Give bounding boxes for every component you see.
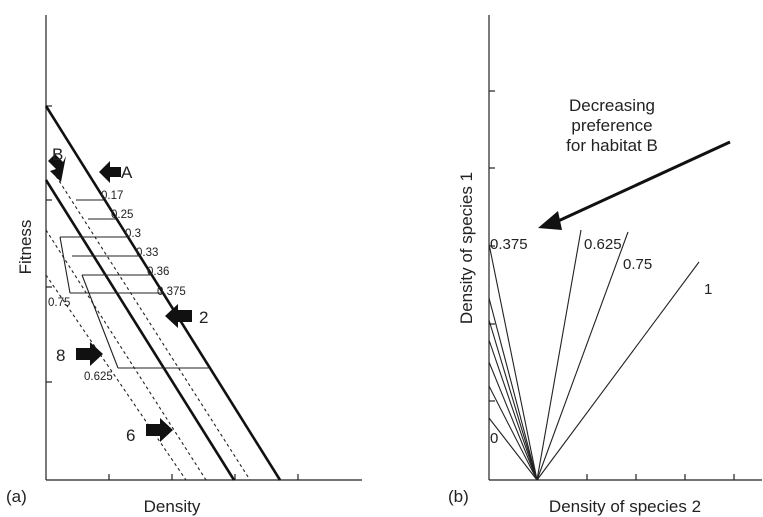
habitat-label-b: B	[52, 145, 63, 164]
habitat-b-line	[44, 179, 236, 481]
line-label: 0.75	[48, 297, 70, 309]
line-label: 0.36	[147, 266, 169, 278]
line-label: 0.25	[111, 209, 133, 221]
horizontal-segments	[60, 199, 210, 369]
arrow-label-8: 8	[56, 346, 65, 365]
panel-a-y-label: Fitness	[16, 220, 35, 275]
panel-b-x-label: Density of species 2	[549, 497, 701, 516]
line-label: 0.3	[125, 228, 141, 240]
ray-label: 0	[490, 430, 498, 447]
ray	[488, 319, 538, 481]
arrow-label-6: 6	[126, 426, 135, 445]
arrow-a	[99, 161, 121, 183]
ray	[536, 231, 629, 481]
ray	[488, 297, 538, 481]
annotation-line-2: preference	[571, 116, 652, 135]
dotted-line	[55, 175, 251, 481]
panel-a-label: (a)	[6, 487, 27, 506]
arrow-label-2: 2	[199, 308, 208, 327]
ray	[488, 417, 538, 481]
boundary-0625	[81, 274, 119, 369]
habitat-label-a: A	[121, 163, 133, 182]
ray-label: 0.625	[584, 236, 622, 253]
ray-label: 0.75	[623, 256, 652, 273]
preference-arrow-head	[538, 211, 562, 230]
dotted-line	[45, 274, 187, 481]
arrow-2	[165, 304, 192, 328]
ray	[536, 229, 582, 481]
ray-label: 0.375	[490, 236, 528, 253]
panel-b-y-label: Density of species 1	[457, 172, 476, 324]
preference-arrow-shaft	[555, 140, 731, 224]
dotted-line	[45, 229, 207, 481]
line-label: 0.33	[136, 247, 158, 259]
ray	[488, 339, 538, 481]
arrow-6	[146, 418, 173, 442]
arrow-b	[48, 154, 66, 182]
ray-label: 1	[704, 281, 712, 298]
panel-a-x-ticks	[108, 474, 299, 480]
annotation-line-3: for habitat B	[566, 136, 658, 155]
panel-a-x-label: Density	[144, 497, 201, 516]
ray	[488, 385, 538, 481]
ray	[536, 261, 700, 481]
panel-b-x-ticks	[537, 474, 735, 480]
ray	[488, 243, 538, 481]
line-label: 0.17	[101, 190, 123, 202]
panel-a: (a) Density Fitness A B 0.17 0.25 0.3 0.…	[6, 15, 362, 516]
panel-b-label: (b)	[448, 487, 469, 506]
panel-b: Decreasing preference for habitat B 0.37…	[448, 15, 762, 516]
ray	[488, 361, 538, 481]
rays	[488, 229, 700, 481]
annotation-line-1: Decreasing	[569, 96, 655, 115]
line-label: 0.625	[84, 371, 113, 383]
arrow-8	[76, 342, 103, 366]
boundary-075	[59, 236, 71, 294]
line-label: 0.375	[157, 286, 186, 298]
